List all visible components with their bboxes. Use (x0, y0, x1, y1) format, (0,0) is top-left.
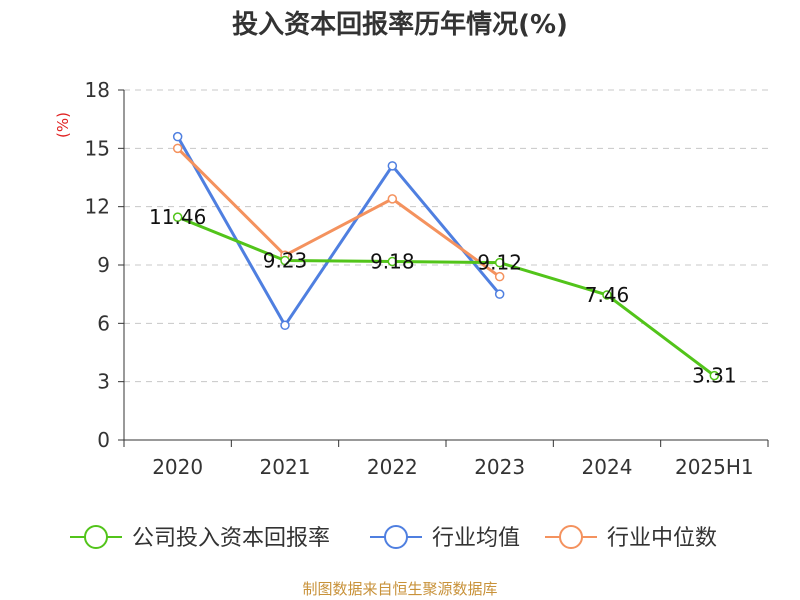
data-point (709, 370, 720, 381)
x-tick-label: 2021 (260, 455, 311, 479)
axes: 0 3 6 9 12 15 18 2020 2021 2022 2023 2024 2025H1 (85, 78, 769, 479)
data-label: 7.46 (585, 283, 630, 307)
data-point (387, 256, 398, 267)
y-tick-label: 15 (85, 136, 110, 160)
data-labels: 11.46 9.23 9.18 9.12 7.46 3.31 (149, 205, 737, 387)
x-tick-label: 2023 (474, 455, 525, 479)
legend-label: 行业均值 (432, 526, 520, 551)
x-tick-label: 2025H1 (675, 455, 754, 479)
series-line-2 (176, 147, 501, 278)
data-point (387, 161, 398, 171)
y-tick-label: 0 (97, 428, 110, 452)
legend: 公司投入资本回报率 行业均值 行业中位数 (70, 525, 717, 551)
legend-label: 行业中位数 (607, 526, 717, 551)
legend-marker (384, 525, 408, 549)
x-tick-label: 2020 (152, 455, 203, 479)
data-point (172, 143, 183, 154)
legend-marker (559, 525, 583, 549)
series-line-1 (176, 135, 501, 327)
grid-lines (124, 89, 768, 383)
y-tick-label: 18 (85, 78, 110, 102)
legend-marker (84, 525, 108, 549)
y-axis-label: (%) (54, 112, 72, 138)
data-point (387, 194, 398, 204)
y-tick-label: 12 (85, 195, 110, 219)
data-point (172, 212, 183, 222)
x-tick-label: 2022 (367, 455, 418, 479)
chart-title: 投入资本回报率历年情况(%) (232, 10, 568, 40)
data-point (280, 255, 290, 266)
data-point (494, 271, 505, 282)
data-point (494, 257, 505, 268)
data-point (602, 290, 612, 300)
y-tick-label: 3 (97, 370, 110, 394)
data-point (494, 289, 505, 299)
data-source-note: 制图数据来自恒生聚源数据库 (302, 580, 498, 598)
y-tick-label: 6 (97, 311, 110, 335)
data-label: 9.12 (477, 251, 522, 275)
data-label: 9.23 (263, 249, 308, 273)
x-tick-label: 2024 (582, 455, 633, 479)
series-line-0 (177, 215, 716, 377)
legend-label: 公司投入资本回报率 (132, 526, 330, 551)
data-point (172, 131, 183, 142)
series-layer (172, 131, 720, 381)
data-label: 3.31 (692, 364, 737, 388)
data-label: 9.18 (370, 250, 415, 274)
y-tick-label: 9 (97, 253, 110, 277)
data-point (280, 320, 290, 331)
data-label: 11.46 (149, 205, 206, 229)
